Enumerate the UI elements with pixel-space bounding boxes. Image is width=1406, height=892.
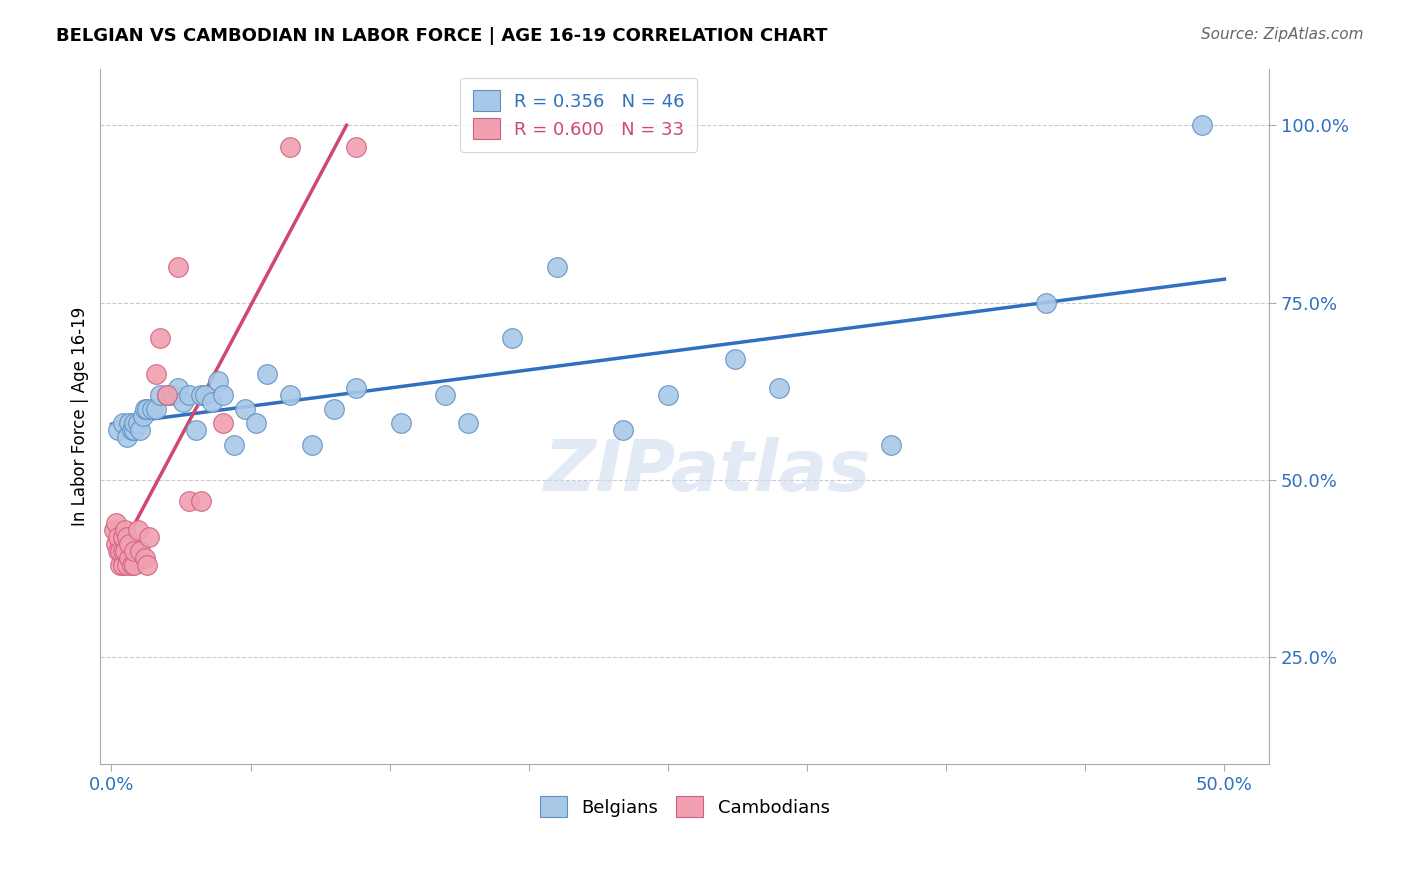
Point [118, 537, 141, 551]
Point [457, 417, 479, 431]
Point [389, 417, 412, 431]
Point [657, 388, 679, 402]
Point [111, 558, 134, 573]
Text: ZIPatlas: ZIPatlas [544, 437, 872, 507]
Point [1035, 295, 1057, 310]
Point [256, 367, 278, 381]
Point [278, 139, 301, 153]
Text: Source: ZipAtlas.com: Source: ZipAtlas.com [1201, 27, 1364, 42]
Point [111, 544, 134, 558]
Point [121, 423, 143, 437]
Point [115, 558, 138, 573]
Point [107, 530, 129, 544]
Point [110, 558, 132, 573]
Point [167, 260, 190, 275]
Point [145, 402, 167, 417]
Point [114, 523, 136, 537]
Point [434, 388, 457, 402]
Point [127, 417, 149, 431]
Point [138, 530, 160, 544]
Point [344, 139, 367, 153]
Point [768, 381, 790, 395]
Point [118, 417, 141, 431]
Y-axis label: In Labor Force | Age 16-19: In Labor Force | Age 16-19 [72, 307, 89, 525]
Point [207, 374, 229, 388]
Point [110, 544, 132, 558]
Point [160, 388, 183, 402]
Point [122, 423, 145, 437]
Point [136, 402, 159, 417]
Point [145, 367, 167, 381]
Point [301, 437, 323, 451]
Point [122, 544, 145, 558]
Point [118, 551, 141, 566]
Legend: Belgians, Cambodians: Belgians, Cambodians [533, 789, 837, 824]
Point [245, 417, 267, 431]
Point [115, 430, 138, 444]
Point [134, 551, 156, 566]
Point [233, 402, 256, 417]
Point [546, 260, 568, 275]
Point [131, 409, 153, 424]
Point [122, 417, 145, 431]
Point [156, 388, 179, 402]
Point [612, 423, 634, 437]
Point [121, 558, 143, 573]
Text: BELGIAN VS CAMBODIAN IN LABOR FORCE | AGE 16-19 CORRELATION CHART: BELGIAN VS CAMBODIAN IN LABOR FORCE | AG… [56, 27, 828, 45]
Point [127, 523, 149, 537]
Point [104, 537, 127, 551]
Point [201, 395, 224, 409]
Point [122, 558, 145, 573]
Point [278, 388, 301, 402]
Point [323, 402, 346, 417]
Point [222, 437, 245, 451]
Point [134, 402, 156, 417]
Point [129, 544, 152, 558]
Point [211, 417, 233, 431]
Point [184, 423, 207, 437]
Point [107, 423, 129, 437]
Point [104, 516, 127, 530]
Point [724, 352, 747, 367]
Point [190, 388, 212, 402]
Point [879, 437, 901, 451]
Point [129, 423, 152, 437]
Point [194, 388, 217, 402]
Point [344, 381, 367, 395]
Point [111, 530, 134, 544]
Point [115, 530, 138, 544]
Point [103, 523, 125, 537]
Point [167, 381, 190, 395]
Point [179, 494, 201, 508]
Point [111, 417, 134, 431]
Point [501, 331, 523, 345]
Point [156, 388, 179, 402]
Point [190, 494, 212, 508]
Point [172, 395, 194, 409]
Point [136, 558, 159, 573]
Point [114, 544, 136, 558]
Point [211, 388, 233, 402]
Point [149, 388, 172, 402]
Point [149, 331, 172, 345]
Point [107, 544, 129, 558]
Point [179, 388, 201, 402]
Point [1191, 118, 1213, 132]
Point [141, 402, 163, 417]
